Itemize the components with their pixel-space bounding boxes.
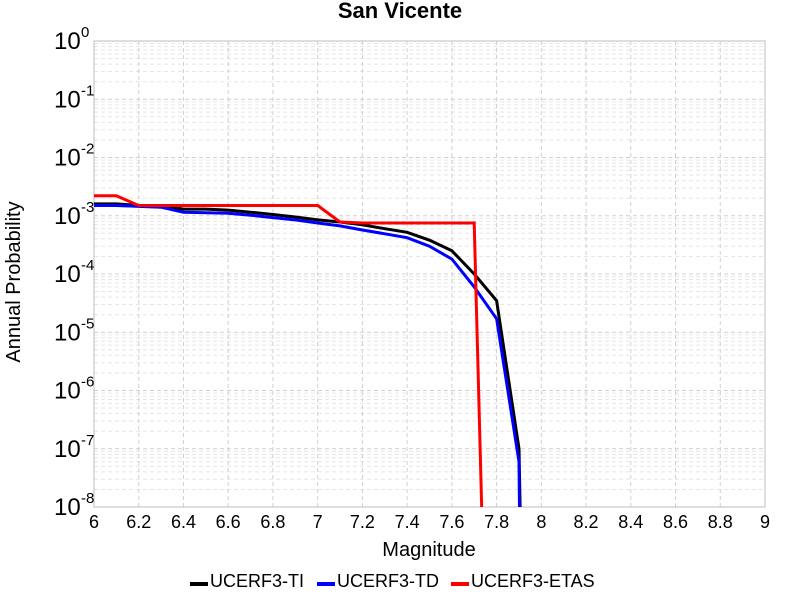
x-tick-label: 7.6 (439, 512, 464, 532)
series-line-ucerf3-td (94, 204, 521, 507)
x-tick-label: 6.4 (171, 512, 196, 532)
y-tick-base: 10 (54, 378, 81, 405)
y-tick-exponent: -5 (81, 315, 94, 332)
series-line-ucerf3-etas (94, 194, 484, 507)
y-tick-label: 10 -8 (54, 490, 94, 521)
y-axis-label: Annual Probability (3, 201, 25, 362)
y-tick-exponent: -6 (81, 374, 94, 391)
plot-frame (93, 40, 766, 508)
x-tick-label: 6.2 (126, 512, 151, 532)
chart-title: San Vicente (338, 0, 462, 23)
x-tick-label: 7.4 (395, 512, 420, 532)
y-tick-exponent: -4 (81, 257, 94, 274)
y-tick-label: 10 -3 (54, 199, 94, 230)
legend-item: UCERF3-TD (317, 571, 439, 591)
legend-item: UCERF3-TI (190, 571, 304, 591)
y-tick-base: 10 (54, 28, 81, 55)
y-tick-exponent: -2 (81, 141, 94, 158)
y-tick-exponent: 0 (81, 24, 89, 41)
x-tick-label: 7.8 (484, 512, 509, 532)
y-tick-exponent: -3 (81, 199, 94, 216)
x-tick-label: 7 (313, 512, 323, 532)
legend-label: UCERF3-ETAS (471, 571, 595, 591)
y-tick-label: 10 -6 (54, 374, 94, 405)
legend-item: UCERF3-ETAS (451, 571, 595, 591)
y-tick-base: 10 (54, 261, 81, 288)
y-tick-base: 10 (54, 145, 81, 172)
x-tick-label: 7.2 (350, 512, 375, 532)
y-tick-exponent: -8 (81, 490, 94, 507)
x-tick-label: 8.6 (663, 512, 688, 532)
series-group (94, 194, 522, 507)
y-tick-label: 10 -1 (54, 82, 94, 113)
x-tick-label: 8.8 (708, 512, 733, 532)
y-tick-base: 10 (54, 86, 81, 113)
y-tick-exponent: -7 (81, 432, 94, 449)
x-tick-label: 9 (760, 512, 770, 532)
y-tick-label: 10 -7 (54, 432, 94, 463)
x-tick-label: 6.8 (260, 512, 285, 532)
y-tick-base: 10 (54, 436, 81, 463)
y-tick-label: 10 -4 (54, 257, 94, 288)
y-tick-exponent: -1 (81, 82, 94, 99)
x-tick-label: 8 (536, 512, 546, 532)
x-tick-labels: 6 6.2 6.4 6.6 6.8 7 7.2 7.4 7.6 7.8 8 8.2 8.4 8.6 8.8 9 (89, 512, 770, 532)
y-tick-label: 10 -2 (54, 141, 94, 172)
x-tick-label: 8.4 (618, 512, 643, 532)
legend-label: UCERF3-TI (210, 571, 304, 591)
legend-label: UCERF3-TD (337, 571, 439, 591)
x-tick-label: 8.2 (574, 512, 599, 532)
legend: UCERF3-TI UCERF3-TD UCERF3-ETAS (190, 571, 595, 591)
x-tick-label: 6.6 (216, 512, 241, 532)
y-tick-base: 10 (54, 319, 81, 346)
x-tick-label: 6 (89, 512, 99, 532)
y-tick-base: 10 (54, 203, 81, 230)
y-tick-base: 10 (54, 494, 81, 521)
grid (93, 40, 766, 508)
y-tick-label: 10 -5 (54, 315, 94, 346)
y-tick-label: 10 0 (54, 24, 89, 55)
x-axis-label: Magnitude (382, 539, 475, 561)
